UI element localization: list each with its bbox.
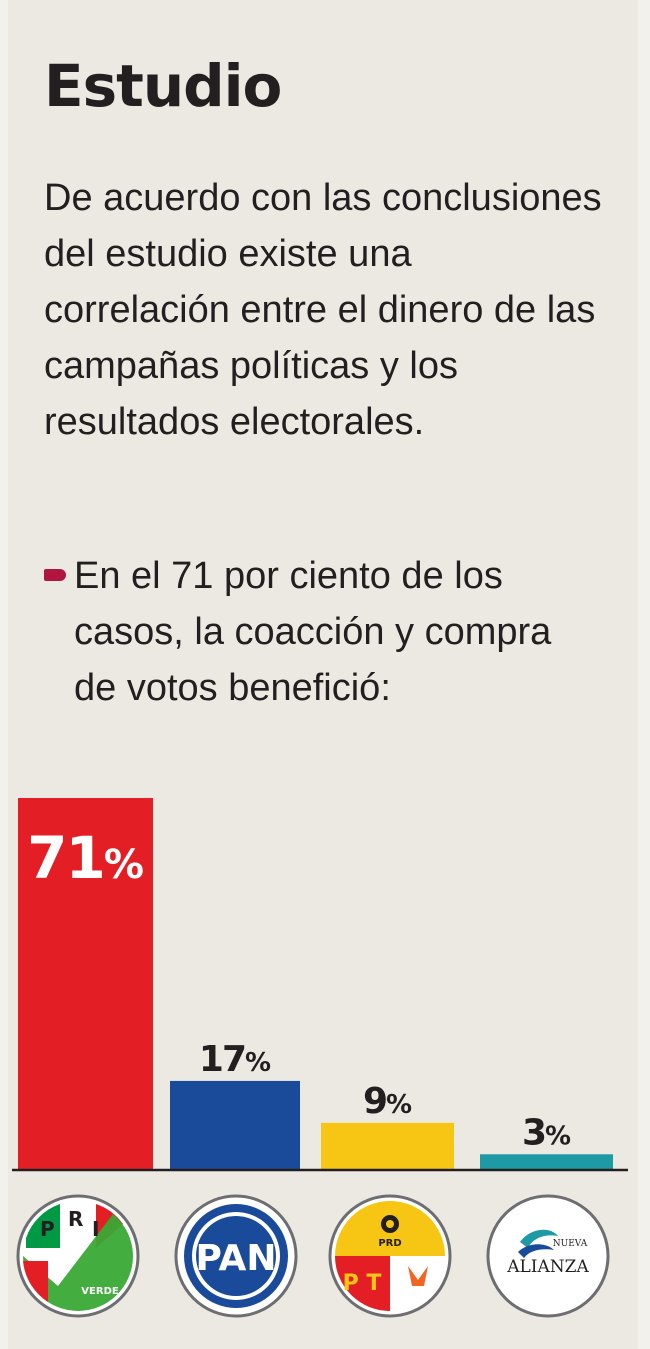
prd-label: PRD xyxy=(378,1238,401,1249)
bullet-icon xyxy=(44,569,66,581)
pri-letter-r: R xyxy=(68,1207,83,1231)
bar-value-label-3: 9% xyxy=(363,1081,412,1122)
mc-eagle-icon xyxy=(408,1266,428,1286)
intro-paragraph: De acuerdo con las conclusiones del estu… xyxy=(44,177,602,443)
pan-label: PAN xyxy=(195,1238,276,1279)
prd-pt-mc-logo-icon: PRD P T xyxy=(328,1194,452,1318)
bar-value-label-4: 3% xyxy=(522,1112,571,1153)
pri-verde-logo-icon: P R I VERDE xyxy=(16,1194,140,1318)
bar-2 xyxy=(170,1080,300,1170)
page-title: Estudio xyxy=(44,52,282,120)
bar-3 xyxy=(321,1122,454,1170)
bar-value-label-2: 17% xyxy=(199,1039,271,1080)
nueva-label: NUEVA xyxy=(553,1239,588,1249)
pan-logo-icon: PAN xyxy=(174,1194,298,1318)
bullet-paragraph: En el 71 por ciento de los casos, la coa… xyxy=(44,548,604,716)
nueva-alianza-logo-icon: NUEVA ALIANZA xyxy=(486,1194,610,1318)
pt-label: P T xyxy=(343,1271,382,1296)
pri-letter-i: I xyxy=(92,1217,99,1241)
pri-letter-p: P xyxy=(40,1217,55,1241)
vote-buying-bar-chart: 71% 17% 9% 3% P R I VERDE PAN PRD P T xyxy=(12,798,628,1318)
alianza-label: ALIANZA xyxy=(506,1257,589,1277)
bar-1 xyxy=(18,798,153,1170)
bar-value-label-1: 71% xyxy=(27,824,144,892)
bar-4 xyxy=(480,1154,613,1170)
verde-label: VERDE xyxy=(81,1286,119,1297)
bullet-text: En el 71 por ciento de los casos, la coa… xyxy=(74,555,552,709)
